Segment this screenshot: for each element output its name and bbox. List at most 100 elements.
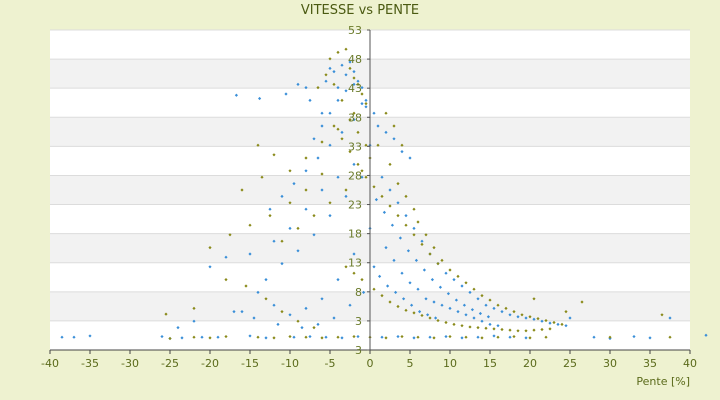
data-point: [348, 60, 352, 64]
data-point: [352, 162, 356, 166]
data-point: [488, 298, 492, 302]
data-point: [372, 185, 376, 189]
data-point: [344, 47, 348, 51]
data-point: [428, 252, 432, 256]
data-point: [420, 239, 424, 243]
data-point: [384, 111, 388, 115]
data-point: [392, 124, 396, 128]
data-point: [552, 320, 556, 325]
data-point: [312, 326, 316, 330]
data-point: [476, 297, 480, 301]
data-point: [564, 310, 568, 314]
data-point: [328, 57, 332, 61]
data-point: [426, 313, 430, 317]
data-point: [496, 324, 500, 328]
data-point: [372, 287, 376, 291]
data-point: [348, 118, 352, 122]
data-point: [448, 268, 452, 272]
data-point: [336, 175, 340, 179]
data-point: [396, 182, 400, 186]
data-point: [548, 321, 552, 325]
data-point: [432, 300, 436, 304]
data-point: [378, 274, 382, 278]
data-point: [436, 318, 440, 323]
data-point: [340, 98, 344, 102]
data-point: [360, 86, 364, 90]
data-point: [208, 336, 212, 340]
data-point: [316, 86, 320, 90]
data-point: [288, 201, 292, 205]
data-point: [328, 143, 332, 147]
data-point: [176, 326, 180, 330]
data-point: [304, 188, 308, 192]
data-point: [292, 182, 296, 186]
data-point: [160, 334, 164, 339]
data-point: [232, 310, 236, 314]
x-tick-label: -30: [121, 357, 139, 370]
data-point: [324, 335, 328, 339]
x-tick-label: 35: [643, 357, 657, 370]
data-point: [500, 327, 504, 332]
data-point: [352, 111, 356, 115]
data-point: [500, 310, 504, 314]
x-tick-label: -20: [201, 357, 219, 370]
data-point: [448, 306, 452, 310]
data-point: [336, 86, 340, 90]
data-point: [312, 233, 316, 237]
data-point: [336, 98, 340, 102]
data-point: [248, 223, 252, 227]
data-point: [356, 79, 360, 83]
data-point: [388, 188, 392, 192]
data-point: [344, 89, 348, 93]
data-point: [556, 322, 560, 326]
data-point: [352, 271, 356, 275]
data-point: [704, 333, 708, 337]
data-point: [478, 311, 482, 316]
x-tick-label: -5: [325, 357, 336, 370]
data-point: [280, 262, 284, 266]
data-point: [608, 335, 612, 339]
data-point: [420, 242, 424, 246]
data-point: [268, 207, 272, 211]
data-point: [352, 252, 356, 256]
data-point: [304, 335, 308, 339]
data-point: [208, 265, 212, 269]
data-point: [308, 98, 312, 102]
data-point: [372, 265, 376, 269]
data-point: [560, 322, 564, 326]
data-point: [344, 73, 348, 77]
data-point: [382, 210, 386, 214]
data-point: [532, 317, 536, 321]
data-point: [396, 214, 400, 218]
data-point: [356, 130, 360, 134]
data-point: [272, 303, 276, 307]
data-point: [336, 127, 340, 131]
data-point: [180, 336, 184, 340]
data-point: [452, 278, 456, 282]
data-point: [224, 278, 228, 282]
data-point: [168, 336, 172, 341]
data-point: [420, 313, 424, 318]
data-point: [486, 315, 490, 319]
data-point: [418, 310, 422, 314]
data-point: [390, 223, 394, 227]
data-point: [532, 328, 536, 332]
data-point: [380, 294, 384, 298]
data-point: [364, 98, 368, 102]
data-point: [344, 194, 348, 198]
data-point: [410, 303, 414, 307]
tick-labels: -40 -35 -30 -25 -20 -15 -10 -5 0 5 10 15 20 25 30 35 40 5…: [41, 24, 697, 388]
x-tick-label: -35: [81, 357, 99, 370]
data-point: [412, 226, 416, 230]
data-point: [524, 329, 528, 333]
x-tick-label: 20: [523, 357, 537, 370]
data-point: [446, 292, 450, 296]
data-point: [404, 308, 408, 312]
y-tick-label: 48: [348, 53, 362, 66]
data-point: [376, 143, 380, 147]
data-point: [468, 325, 472, 329]
data-point: [256, 290, 260, 294]
y-tick-label: 23: [348, 199, 362, 212]
data-point: [224, 255, 228, 259]
data-point: [464, 313, 468, 317]
